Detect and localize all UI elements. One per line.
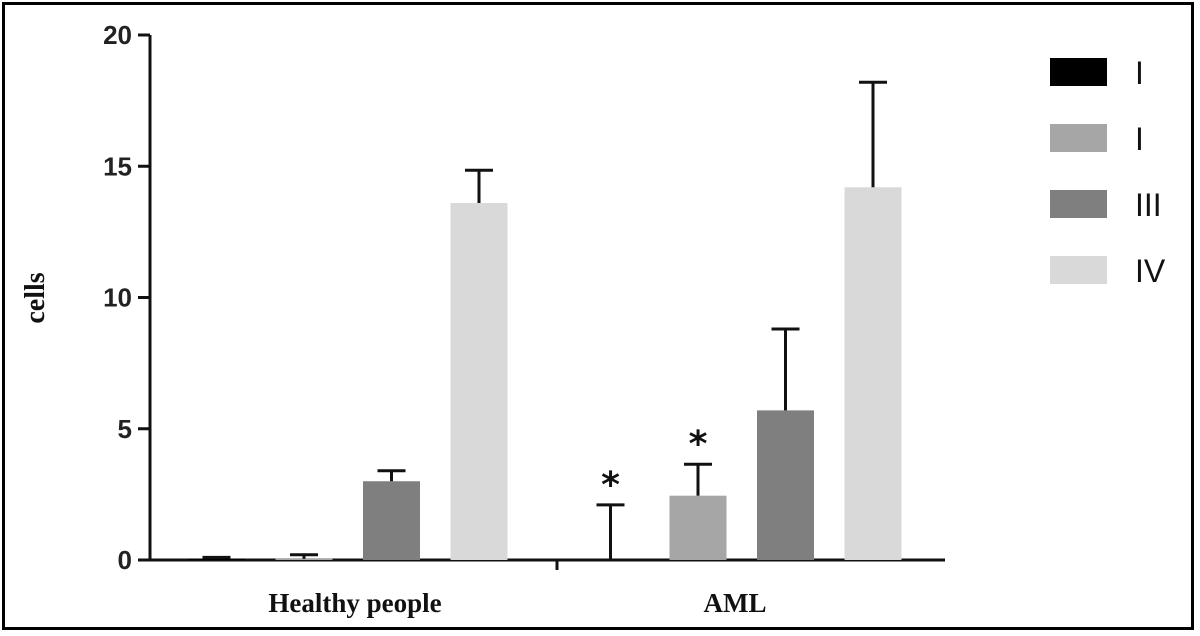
legend-label: I [1135, 55, 1144, 91]
x-category-label: Healthy people [268, 588, 441, 618]
significance-marker: * [601, 465, 620, 506]
y-axis-label: cells [20, 272, 51, 323]
legend-swatch [1050, 124, 1107, 152]
legend-label: IV [1135, 253, 1166, 289]
bar [188, 558, 245, 560]
legend-label: I [1135, 121, 1144, 157]
y-tick-label: 20 [103, 20, 132, 50]
bar [450, 203, 508, 560]
y-tick-label: 5 [118, 414, 132, 444]
bars: ** [188, 80, 902, 560]
bar [669, 495, 727, 560]
y-tick-label: 15 [103, 151, 132, 181]
bar [757, 410, 814, 560]
x-category-label: AML [704, 588, 767, 618]
y-tick-label: 10 [103, 283, 132, 313]
significance-marker: * [689, 424, 708, 465]
legend-swatch [1050, 58, 1107, 86]
legend-label: III [1135, 187, 1162, 223]
bar [363, 481, 420, 560]
legend-swatch [1050, 190, 1107, 218]
bar [844, 187, 902, 560]
y-tick-label: 0 [118, 545, 132, 575]
bar [275, 558, 333, 560]
axes: 0 5 10 15 20 Healthy people AML [103, 20, 945, 618]
legend-swatch [1050, 256, 1107, 284]
